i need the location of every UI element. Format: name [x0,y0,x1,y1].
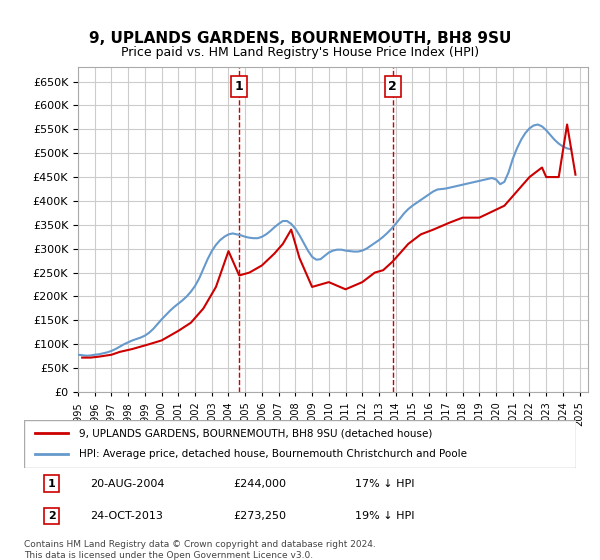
Text: 1: 1 [48,479,55,489]
Text: 17% ↓ HPI: 17% ↓ HPI [355,479,415,489]
Text: HPI: Average price, detached house, Bournemouth Christchurch and Poole: HPI: Average price, detached house, Bour… [79,449,467,459]
Text: 20-AUG-2004: 20-AUG-2004 [90,479,165,489]
Text: 19% ↓ HPI: 19% ↓ HPI [355,511,415,521]
Text: 2: 2 [388,80,397,93]
Text: 24-OCT-2013: 24-OCT-2013 [90,511,163,521]
Text: £244,000: £244,000 [234,479,287,489]
Text: 2: 2 [48,511,55,521]
Text: 9, UPLANDS GARDENS, BOURNEMOUTH, BH8 9SU: 9, UPLANDS GARDENS, BOURNEMOUTH, BH8 9SU [89,31,511,46]
FancyBboxPatch shape [24,420,576,468]
Text: Price paid vs. HM Land Registry's House Price Index (HPI): Price paid vs. HM Land Registry's House … [121,46,479,59]
Text: £273,250: £273,250 [234,511,287,521]
Text: 9, UPLANDS GARDENS, BOURNEMOUTH, BH8 9SU (detached house): 9, UPLANDS GARDENS, BOURNEMOUTH, BH8 9SU… [79,428,433,438]
Text: 1: 1 [235,80,244,93]
Text: Contains HM Land Registry data © Crown copyright and database right 2024.
This d: Contains HM Land Registry data © Crown c… [24,540,376,560]
